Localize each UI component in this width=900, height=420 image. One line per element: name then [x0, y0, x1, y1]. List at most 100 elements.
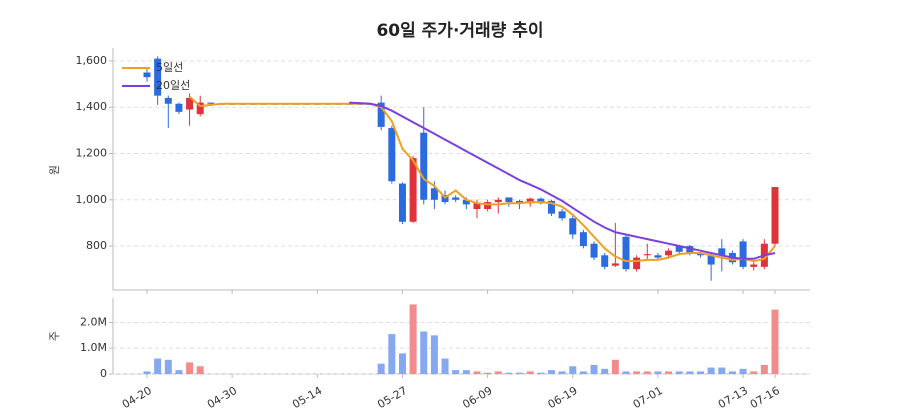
candle-body: [696, 252, 704, 256]
volume-bar: [611, 359, 619, 374]
y-tick-label: 1.0M: [80, 341, 107, 354]
volume-bar: [154, 358, 162, 374]
volume-bar: [409, 304, 417, 374]
volume-bar: [526, 371, 534, 374]
volume-bar: [633, 371, 641, 374]
x-tick-label: 04-20: [120, 384, 154, 411]
y-tick-label: 0: [100, 367, 107, 380]
volume-bar: [473, 371, 481, 374]
candle-body: [154, 58, 162, 96]
candle-body: [196, 102, 204, 115]
candle-body: [675, 246, 683, 252]
volume-bar: [601, 368, 609, 374]
volume-bar: [728, 371, 736, 374]
volume-bar: [398, 353, 406, 374]
volume-bar: [771, 309, 779, 374]
y-tick-label: 800: [86, 239, 107, 252]
candle-body: [398, 183, 406, 222]
volume-bar: [452, 370, 460, 374]
volume-bar: [143, 371, 151, 374]
volume-bar: [186, 362, 194, 374]
candle-body: [473, 203, 481, 210]
candle-body: [420, 132, 428, 200]
x-tick-label: 05-14: [290, 384, 324, 411]
candle-body: [633, 257, 641, 270]
legend-label: 20일선: [156, 78, 190, 92]
volume-bar: [675, 371, 683, 374]
candle-body: [494, 199, 502, 203]
volume-bar: [707, 367, 715, 374]
candle-body: [611, 263, 619, 266]
volume-bar: [643, 371, 651, 374]
y-tick-label: 1,400: [76, 100, 108, 113]
moving-average-line: [349, 101, 776, 260]
candle-body: [718, 248, 726, 256]
volume-bar: [750, 371, 758, 374]
y-tick-label: 1,600: [76, 54, 108, 67]
y-tick-label: 1,000: [76, 193, 108, 206]
volume-bar: [462, 370, 470, 374]
volume-bar: [590, 364, 598, 374]
candle-body: [558, 211, 566, 219]
volume-bar: [579, 371, 587, 374]
volume-bar: [164, 359, 172, 374]
candle-body: [771, 187, 779, 244]
volume-bar: [622, 371, 630, 374]
x-tick-label: 04-30: [205, 384, 239, 411]
candle-body: [516, 200, 524, 204]
candle-body: [750, 264, 758, 267]
candle-body: [643, 254, 651, 256]
volume-bar: [569, 366, 577, 374]
candle-body: [569, 218, 577, 235]
y-axis-label: 원: [48, 165, 61, 175]
candle-body: [430, 188, 438, 200]
volume-bar: [505, 372, 513, 374]
x-tick-label: 05-27: [375, 384, 409, 411]
candle-body: [164, 97, 172, 104]
candle-body: [601, 255, 609, 267]
volume-bar: [547, 370, 555, 374]
candle-body: [388, 128, 396, 182]
candle-body: [707, 255, 715, 265]
volume-bar: [696, 371, 704, 374]
volume-bar: [654, 371, 662, 374]
candle-body: [547, 200, 555, 214]
volume-bar: [537, 372, 545, 374]
volume-bar: [377, 363, 385, 374]
x-tick-label: 07-13: [716, 384, 750, 411]
candle-body: [484, 202, 492, 210]
volume-bar: [196, 366, 204, 374]
volume-bar: [388, 334, 396, 374]
x-tick-label: 06-09: [460, 384, 494, 411]
candle-body: [377, 102, 385, 127]
volume-bar: [494, 371, 502, 374]
candle-body: [654, 255, 662, 258]
candle-body: [686, 246, 694, 253]
candle-body: [175, 103, 183, 112]
volume-bar: [430, 335, 438, 374]
volume-bar: [665, 371, 673, 374]
candle-body: [590, 243, 598, 258]
candle-body: [207, 102, 215, 104]
volume-bar: [516, 372, 524, 374]
volume-bar: [760, 364, 768, 374]
candle-body: [505, 197, 513, 203]
volume-bar: [484, 372, 492, 374]
volume-bar: [739, 368, 747, 374]
candle-body: [739, 241, 747, 267]
y-axis-label: 주: [48, 331, 61, 341]
x-tick-label: 06-19: [546, 384, 580, 411]
volume-bar: [686, 371, 694, 374]
volume-bar: [718, 367, 726, 374]
y-tick-label: 1,200: [76, 146, 108, 159]
volume-bar: [441, 358, 449, 374]
y-tick-label: 2.0M: [80, 315, 107, 328]
volume-bar: [175, 370, 183, 374]
candle-body: [537, 198, 545, 204]
candle-body: [452, 197, 460, 200]
candle-body: [622, 236, 630, 270]
candle-body: [462, 199, 470, 205]
chart-title: 60일 주가·거래량 추이: [376, 21, 543, 41]
candle-body: [409, 158, 417, 222]
